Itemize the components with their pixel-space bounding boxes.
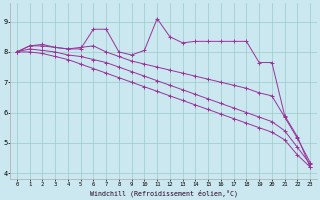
X-axis label: Windchill (Refroidissement éolien,°C): Windchill (Refroidissement éolien,°C) xyxy=(90,189,237,197)
